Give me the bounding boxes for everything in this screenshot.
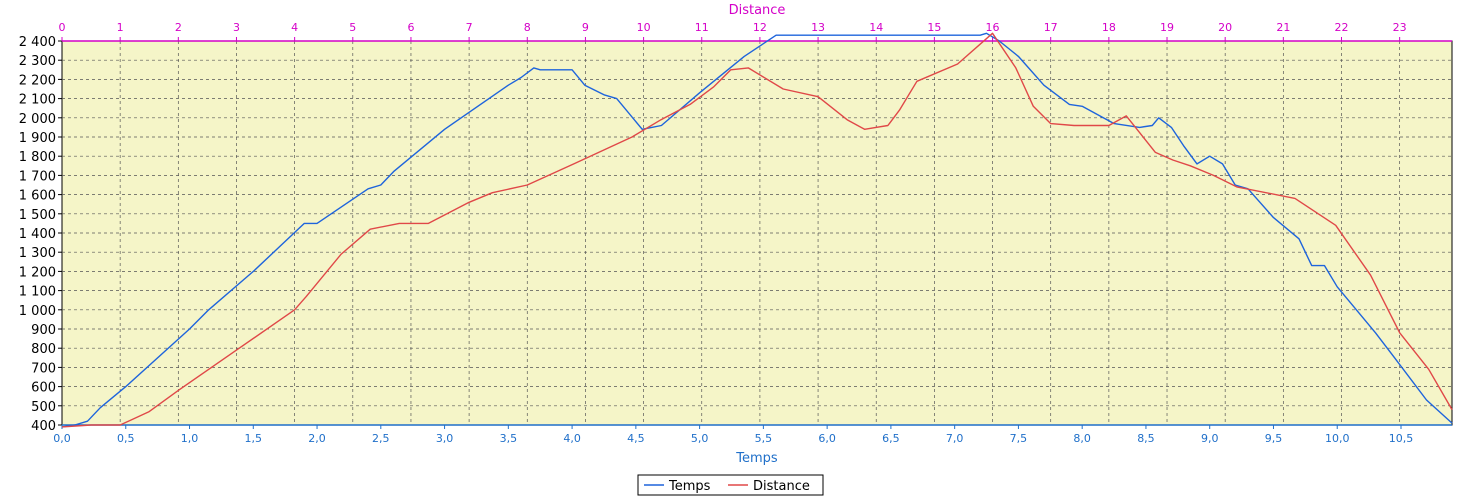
y-tick-label: 1 100	[19, 285, 56, 300]
x-tick-label: 3,0	[436, 432, 454, 445]
x-tick-label: 10,5	[1389, 432, 1414, 445]
top-x-tick-label: 23	[1393, 21, 1407, 34]
top-x-tick-label: 21	[1276, 21, 1290, 34]
top-x-tick-label: 13	[811, 21, 825, 34]
top-x-tick-label: 6	[407, 21, 414, 34]
x-tick-label: 8,5	[1137, 432, 1155, 445]
x-tick-label: 4,0	[563, 432, 581, 445]
x-axis-ticks: 0,0 0,5 1,0 1,5 2,0 2,5 3,0 3,5 4,0 4,5 5,0 5,5 6,0 6…	[53, 425, 1413, 445]
y-tick-label: 1 300	[19, 246, 56, 261]
x-tick-label: 8,0	[1073, 432, 1091, 445]
top-x-tick-label: 2	[175, 21, 182, 34]
y-tick-label: 1 500	[19, 208, 56, 223]
y-tick-label: 500	[31, 400, 56, 415]
top-x-tick-label: 20	[1218, 21, 1232, 34]
x-tick-label: 10,0	[1325, 432, 1350, 445]
y-tick-label: 1 700	[19, 169, 56, 184]
top-x-tick-label: 9	[582, 21, 589, 34]
top-x-tick-label: 4	[291, 21, 298, 34]
x-tick-label: 2,5	[372, 432, 390, 445]
top-x-tick-label: 12	[753, 21, 767, 34]
top-x-tick-label: 22	[1334, 21, 1348, 34]
top-x-axis-title: Distance	[729, 3, 786, 18]
x-tick-label: 2,0	[308, 432, 326, 445]
y-tick-label: 2 000	[19, 112, 56, 127]
top-x-tick-label: 3	[233, 21, 240, 34]
top-x-tick-label: 19	[1160, 21, 1174, 34]
x-tick-label: 1,5	[245, 432, 263, 445]
y-axis-ticks: 400 500 600 700 800 900 1 000 1 100 1 200 1 300 1 …	[19, 35, 62, 434]
series-layer	[61, 32, 1453, 428]
x-tick-label: 7,0	[946, 432, 964, 445]
y-tick-label: 1 600	[19, 189, 56, 204]
top-x-axis-ticks: 0 1 2 3 4 5 6 7 8 9 10 11 12 13 14 15 16 17 18 19 20 21 22 23	[59, 21, 1407, 41]
grid	[62, 41, 1452, 425]
x-tick-label: 3,5	[500, 432, 518, 445]
x-tick-label: 5,5	[755, 432, 773, 445]
legend: Temps Distance	[637, 474, 824, 496]
x-tick-label: 5,0	[691, 432, 709, 445]
plot-area	[61, 40, 1453, 426]
x-tick-label: 9,5	[1265, 432, 1283, 445]
y-tick-label: 400	[31, 419, 56, 434]
y-tick-label: 600	[31, 381, 56, 396]
y-tick-label: 2 200	[19, 73, 56, 88]
top-x-tick-label: 7	[466, 21, 473, 34]
top-x-tick-label: 14	[869, 21, 883, 34]
x-tick-label: 0,0	[53, 432, 71, 445]
y-tick-label: 1 900	[19, 131, 56, 146]
y-tick-label: 2 100	[19, 93, 56, 108]
top-x-tick-label: 8	[524, 21, 531, 34]
top-x-tick-label: 16	[986, 21, 1000, 34]
y-tick-label: 1 800	[19, 150, 56, 165]
y-tick-label: 900	[31, 323, 56, 338]
x-axis-title: Temps	[735, 451, 778, 466]
x-tick-label: 1,0	[181, 432, 199, 445]
legend-label-temps: Temps	[668, 479, 711, 494]
y-tick-label: 1 200	[19, 265, 56, 280]
x-tick-label: 7,5	[1010, 432, 1028, 445]
top-x-tick-label: 10	[637, 21, 651, 34]
x-tick-label: 4,5	[627, 432, 645, 445]
top-x-tick-label: 17	[1044, 21, 1058, 34]
top-x-tick-label: 11	[695, 21, 709, 34]
top-x-tick-label: 18	[1102, 21, 1116, 34]
y-tick-label: 2 300	[19, 54, 56, 69]
x-tick-label: 9,0	[1201, 432, 1219, 445]
y-tick-label: 2 400	[19, 35, 56, 50]
top-x-tick-label: 15	[927, 21, 941, 34]
top-x-tick-label: 0	[59, 21, 66, 34]
y-tick-label: 1 400	[19, 227, 56, 242]
series-line-distance	[61, 32, 1453, 428]
x-tick-label: 6,5	[882, 432, 900, 445]
legend-label-distance: Distance	[753, 479, 810, 494]
x-tick-label: 6,0	[818, 432, 836, 445]
y-tick-label: 800	[31, 342, 56, 357]
y-tick-label: 700	[31, 361, 56, 376]
top-x-tick-label: 5	[349, 21, 356, 34]
top-x-tick-label: 1	[117, 21, 124, 34]
x-tick-label: 0,5	[117, 432, 135, 445]
y-tick-label: 1 000	[19, 304, 56, 319]
